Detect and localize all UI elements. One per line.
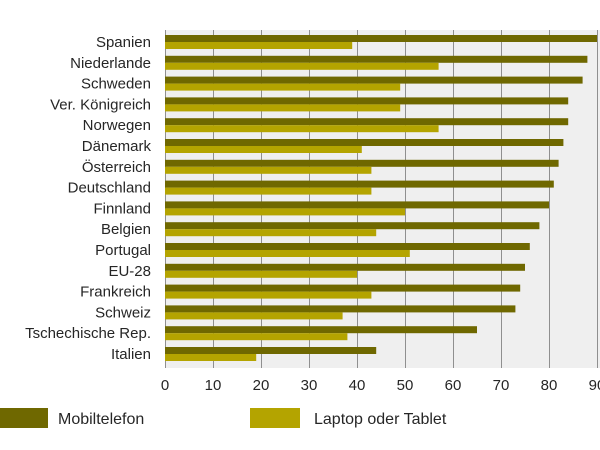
bar-laptop-oder-tablet-italien — [165, 354, 257, 361]
bar-laptop-oder-tablet-schweden — [165, 83, 401, 91]
legend: Mobiltelefon Laptop oder Tablet — [0, 408, 447, 428]
bar-laptop-oder-tablet-eu-28 — [165, 270, 357, 278]
bar-laptop-oder-tablet-frankreich — [165, 291, 372, 299]
bar-laptop-oder-tablet-deutschland — [165, 187, 372, 195]
bar-mobiltelefon-tschechische-rep — [165, 326, 477, 334]
category-label-norwegen: Norwegen — [83, 117, 151, 134]
x-tick-label-0: 0 — [161, 377, 169, 394]
legend-label-laptop-oder-tablet: Laptop oder Tablet — [314, 411, 447, 428]
bar-mobiltelefon-belgien — [165, 222, 540, 230]
x-tick-label-80: 80 — [541, 377, 558, 394]
bar-laptop-oder-tablet-schweiz — [165, 312, 343, 320]
category-label-spanien: Spanien — [96, 34, 151, 51]
bar-mobiltelefon-spanien — [165, 35, 597, 42]
bar-laptop-oder-tablet-spanien — [165, 42, 353, 49]
category-label-tschechische-rep: Tschechische Rep. — [25, 325, 151, 342]
bar-laptop-oder-tablet-portugal — [165, 250, 410, 257]
bar-laptop-oder-tablet-daenemark — [165, 146, 362, 153]
x-tick-label-90: 90 — [589, 377, 600, 394]
bar-mobiltelefon-ver-koenigreich — [165, 97, 569, 105]
bar-mobiltelefon-niederlande — [165, 55, 588, 63]
legend-swatch-laptop-oder-tablet — [250, 408, 300, 428]
category-label-finnland: Finnland — [93, 200, 151, 217]
bar-laptop-oder-tablet-niederlande — [165, 62, 439, 70]
bar-mobiltelefon-oesterreich — [165, 159, 559, 167]
bar-mobiltelefon-schweiz — [165, 305, 516, 313]
category-label-schweden: Schweden — [81, 76, 151, 93]
bar-laptop-oder-tablet-belgien — [165, 229, 377, 237]
legend-label-mobiltelefon: Mobiltelefon — [58, 411, 144, 428]
bar-laptop-oder-tablet-finnland — [165, 208, 405, 216]
category-label-niederlande: Niederlande — [70, 55, 151, 72]
category-label-italien: Italien — [111, 346, 151, 363]
bar-mobiltelefon-deutschland — [165, 180, 554, 188]
bar-mobiltelefon-daenemark — [165, 139, 564, 146]
category-label-frankreich: Frankreich — [80, 284, 151, 301]
bar-mobiltelefon-schweden — [165, 76, 583, 84]
bar-laptop-oder-tablet-ver-koenigreich — [165, 104, 401, 112]
category-label-oesterreich: Österreich — [82, 158, 151, 176]
x-tick-label-30: 30 — [301, 377, 318, 394]
category-label-deutschland: Deutschland — [68, 180, 151, 197]
x-tick-label-10: 10 — [205, 377, 222, 394]
x-tick-label-60: 60 — [445, 377, 462, 394]
bars — [165, 35, 597, 361]
x-tick-label-40: 40 — [349, 377, 366, 394]
bar-mobiltelefon-frankreich — [165, 284, 521, 292]
category-label-ver-koenigreich: Ver. Königreich — [50, 96, 151, 113]
category-label-eu-28: EU-28 — [108, 263, 151, 280]
bar-mobiltelefon-finnland — [165, 201, 549, 209]
bar-mobiltelefon-portugal — [165, 243, 530, 250]
bar-mobiltelefon-eu-28 — [165, 263, 525, 271]
x-tick-label-70: 70 — [493, 377, 510, 394]
bar-laptop-oder-tablet-tschechische-rep — [165, 333, 348, 341]
x-axis: 0 10 20 30 40 50 60 70 80 90 — [161, 377, 600, 394]
x-tick-label-50: 50 — [397, 377, 414, 394]
category-label-belgien: Belgien — [101, 221, 151, 238]
bar-mobiltelefon-italien — [165, 347, 377, 354]
category-label-portugal: Portugal — [95, 242, 151, 259]
legend-swatch-mobiltelefon — [0, 408, 48, 428]
bar-mobiltelefon-norwegen — [165, 118, 569, 126]
category-label-daenemark: Dänemark — [82, 138, 152, 155]
category-label-schweiz: Schweiz — [95, 304, 151, 321]
bar-laptop-oder-tablet-oesterreich — [165, 166, 372, 174]
category-labels: Spanien Niederlande Schweden Ver. Königreic… — [25, 34, 151, 363]
x-tick-label-20: 20 — [253, 377, 270, 394]
bar-laptop-oder-tablet-norwegen — [165, 125, 439, 133]
